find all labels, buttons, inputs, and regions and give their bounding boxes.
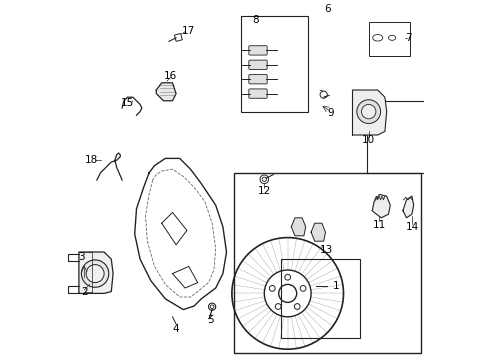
Bar	[174, 33, 182, 41]
Text: 1: 1	[332, 281, 339, 291]
Bar	[368, 22, 409, 56]
Text: 8: 8	[251, 15, 258, 25]
Text: 7: 7	[404, 33, 411, 43]
Text: 5: 5	[206, 315, 213, 325]
Bar	[233, 173, 420, 353]
Text: 11: 11	[372, 220, 386, 230]
FancyBboxPatch shape	[248, 46, 266, 55]
Circle shape	[361, 104, 375, 119]
Text: 4: 4	[172, 324, 179, 334]
Bar	[280, 259, 359, 338]
Polygon shape	[402, 196, 413, 218]
Text: 17: 17	[182, 26, 195, 36]
FancyBboxPatch shape	[248, 60, 266, 69]
Circle shape	[356, 100, 380, 123]
Text: 6: 6	[324, 4, 330, 14]
Text: 18: 18	[85, 155, 98, 165]
Polygon shape	[79, 252, 113, 293]
Polygon shape	[172, 266, 197, 288]
Polygon shape	[162, 212, 186, 245]
Circle shape	[86, 265, 104, 283]
Text: 16: 16	[164, 71, 177, 81]
Text: 13: 13	[319, 245, 332, 255]
Text: 15: 15	[121, 98, 134, 108]
Bar	[366, 101, 427, 173]
Text: 10: 10	[362, 135, 374, 145]
Text: 14: 14	[405, 222, 418, 232]
FancyBboxPatch shape	[248, 89, 266, 98]
Polygon shape	[371, 194, 389, 218]
Polygon shape	[310, 223, 325, 241]
Polygon shape	[352, 90, 386, 135]
Circle shape	[81, 260, 108, 287]
Text: 9: 9	[327, 108, 333, 118]
Text: 2: 2	[81, 287, 87, 297]
Polygon shape	[291, 218, 305, 236]
Text: 3: 3	[78, 252, 85, 262]
Polygon shape	[156, 83, 176, 101]
Bar	[241, 16, 307, 112]
Text: 12: 12	[257, 186, 270, 196]
FancyBboxPatch shape	[248, 75, 266, 84]
